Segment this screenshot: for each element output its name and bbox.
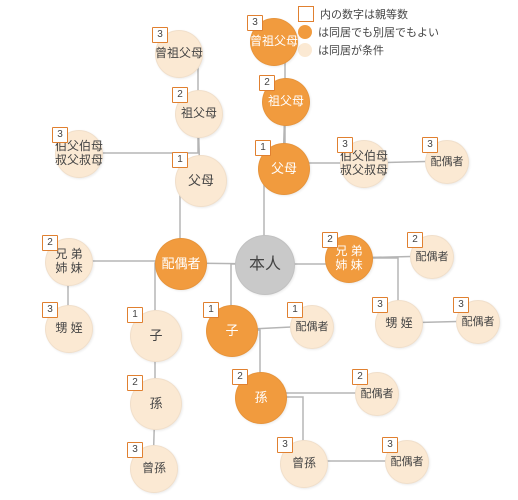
legend-circle-icon [298, 43, 312, 57]
legend-row: は同居が条件 [298, 42, 384, 58]
node-par: 父母1 [258, 143, 310, 195]
degree-badge: 3 [422, 137, 438, 153]
node-child_sp: 配偶者 1 [290, 305, 334, 349]
node-ggch: 曾孫 3 [280, 440, 328, 488]
node-label: 配偶者 [462, 316, 495, 329]
degree-badge: 3 [52, 127, 68, 143]
node-label: 子 [149, 329, 162, 344]
node-label: 甥 姪 [385, 317, 412, 331]
degree-badge: 3 [337, 137, 353, 153]
node-neph: 甥 姪 3 [375, 300, 423, 348]
node-spouse: 配偶者 [155, 238, 207, 290]
node-label: 孫 [254, 391, 267, 406]
degree-badge: 2 [322, 232, 338, 248]
degree-badge: 1 [255, 140, 271, 156]
node-sp_child: 子1 [130, 310, 182, 362]
node-child: 子1 [206, 305, 258, 357]
node-sp_neph: 甥 姪 3 [45, 305, 93, 353]
node-sib: 兄 弟 姉 妹2 [325, 235, 373, 283]
node-label: 曾祖父母 [250, 35, 298, 49]
node-sp_gf: 祖父母 2 [175, 90, 223, 138]
degree-badge: 1 [172, 152, 188, 168]
degree-badge: 3 [372, 297, 388, 313]
node-label: 曾孫 [292, 457, 316, 471]
node-label: 配偶者 [416, 251, 449, 264]
node-label: 父母 [271, 162, 297, 177]
node-label: 兄 弟 姉 妹 [55, 248, 82, 276]
degree-badge: 2 [407, 232, 423, 248]
legend-text: 内の数字は親等数 [320, 6, 408, 22]
node-label: 祖父母 [181, 107, 217, 121]
degree-badge: 3 [152, 27, 168, 43]
degree-badge: 2 [172, 87, 188, 103]
node-label: 配偶者 [296, 321, 329, 334]
node-label: 甥 姪 [55, 322, 82, 336]
degree-badge: 2 [127, 375, 143, 391]
node-label: 配偶者 [361, 388, 394, 401]
node-label: 孫 [149, 397, 162, 412]
node-label: 配偶者 [391, 456, 424, 469]
degree-badge: 2 [352, 369, 368, 385]
node-unc_sp: 配偶者 3 [425, 140, 469, 184]
node-gch: 孫2 [235, 372, 287, 424]
node-sp_par: 父母1 [175, 155, 227, 207]
node-label: 曾孫 [142, 462, 166, 476]
degree-badge: 3 [127, 442, 143, 458]
node-label: 配偶者 [161, 257, 200, 272]
degree-badge: 2 [232, 369, 248, 385]
node-label: 祖父母 [268, 95, 304, 109]
legend-text: は同居でも別居でもよい [318, 24, 439, 40]
legend-row: は同居でも別居でもよい [298, 24, 439, 40]
node-sp_gp: 曾祖父母 3 [155, 30, 203, 78]
node-sp_ggch: 曾孫 3 [130, 445, 178, 493]
node-gp_go: 曾祖父母 3 [250, 18, 298, 66]
node-label: 曾祖父母 [155, 47, 203, 61]
node-uncaunt: 伯父伯母 叔父叔母3 [340, 140, 388, 188]
legend-row: 内の数字は親等数 [298, 6, 408, 22]
degree-badge: 1 [203, 302, 219, 318]
node-label: 父母 [188, 174, 214, 189]
degree-badge: 2 [42, 235, 58, 251]
degree-badge: 3 [453, 297, 469, 313]
node-label: 兄 弟 姉 妹 [335, 245, 362, 273]
legend-square-icon [298, 6, 314, 22]
degree-badge: 3 [247, 15, 263, 31]
degree-badge: 1 [287, 302, 303, 318]
node-label: 本人 [249, 256, 281, 274]
node-label: 伯父伯母 叔父叔母 [340, 150, 388, 178]
node-ggch_sp: 配偶者 3 [385, 440, 429, 484]
degree-badge: 3 [42, 302, 58, 318]
node-label: 子 [225, 324, 238, 339]
node-sp_uncaunt: 伯父伯母 叔父叔母3 [55, 130, 103, 178]
degree-badge: 3 [382, 437, 398, 453]
node-label: 配偶者 [431, 156, 464, 169]
node-neph_sp: 配偶者 3 [456, 300, 500, 344]
degree-badge: 3 [277, 437, 293, 453]
degree-badge: 2 [259, 75, 275, 91]
node-self: 本人 [235, 235, 295, 295]
node-gch_sp: 配偶者 2 [355, 372, 399, 416]
legend-circle-icon [298, 25, 312, 39]
legend-text: は同居が条件 [318, 42, 384, 58]
node-gf: 祖父母 2 [262, 78, 310, 126]
node-sib_sp: 配偶者 2 [410, 235, 454, 279]
degree-badge: 1 [127, 307, 143, 323]
node-sp_sib: 兄 弟 姉 妹2 [45, 238, 93, 286]
node-sp_gch: 孫2 [130, 378, 182, 430]
node-label: 伯父伯母 叔父叔母 [55, 140, 103, 168]
